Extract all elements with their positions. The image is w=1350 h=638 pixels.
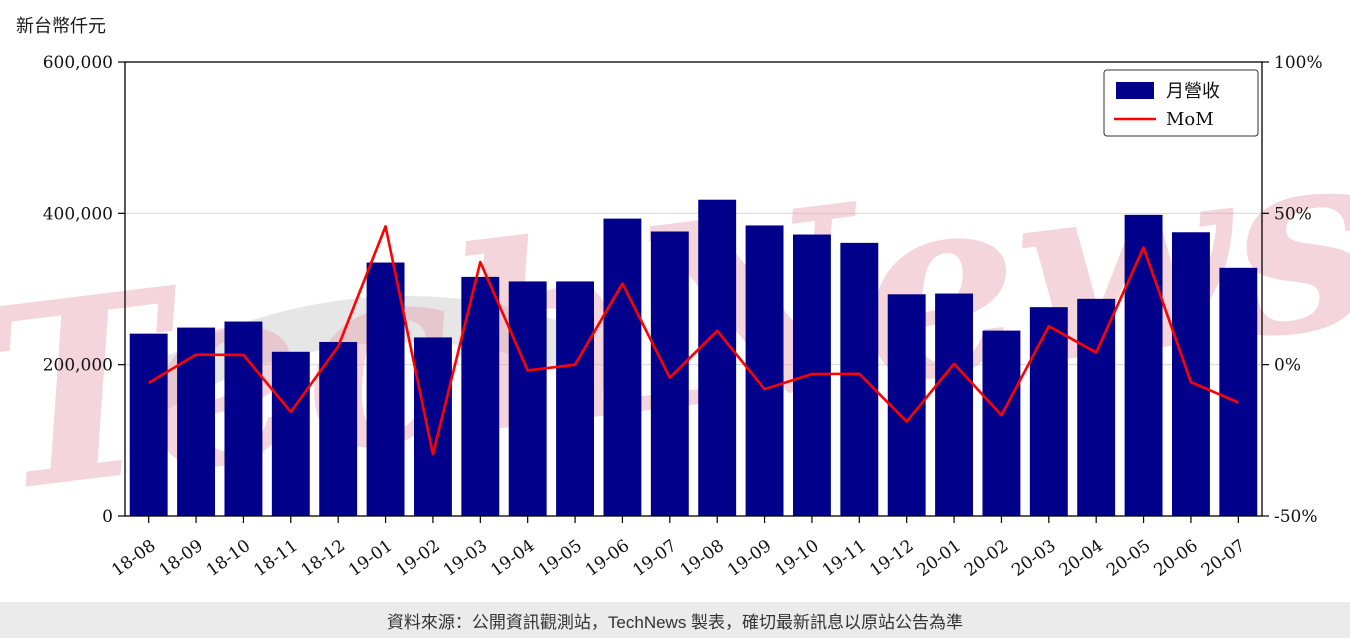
x-tick-label: 19-05	[535, 536, 586, 581]
x-tick-label: 19-10	[771, 536, 822, 581]
x-tick-label: 20-06	[1150, 536, 1201, 581]
y-axis-unit-label: 新台幣仟元	[16, 16, 106, 36]
x-tick-label: 19-01	[345, 536, 396, 581]
right-tick-label: 50%	[1274, 204, 1312, 224]
x-tick-label: 19-03	[440, 536, 491, 581]
left-tick-label: 600,000	[43, 53, 113, 73]
plot-border	[124, 61, 1263, 517]
left-tick-label: 400,000	[43, 204, 113, 224]
bar-19-04	[508, 281, 547, 516]
revenue-bars	[129, 199, 1258, 517]
x-tick-label: 19-09	[724, 536, 775, 581]
right-tick-label: 0%	[1274, 356, 1301, 376]
bar-19-05	[556, 281, 595, 516]
bar-18-08	[129, 333, 168, 516]
left-tick-label: 0	[102, 507, 113, 527]
left-tick-label: 200,000	[43, 356, 113, 376]
bar-19-02	[413, 337, 452, 516]
bar-19-06	[603, 218, 642, 516]
legend: 月營收 MoM	[1103, 69, 1259, 137]
bar-20-04	[1077, 298, 1116, 516]
bar-19-01	[366, 262, 405, 516]
bar-18-12	[319, 341, 358, 516]
x-tick-label: 18-08	[108, 536, 159, 581]
bar-19-08	[698, 199, 737, 517]
bar-18-09	[177, 327, 216, 516]
x-tick-label: 20-04	[1056, 536, 1107, 581]
right-tick-label: -50%	[1274, 507, 1318, 527]
bar-20-03	[1029, 307, 1068, 516]
bar-20-01	[935, 293, 974, 516]
x-tick-label: 20-01	[914, 536, 965, 581]
x-tick-label: 20-02	[961, 536, 1012, 581]
x-tick-label: 19-06	[582, 536, 633, 581]
x-tick-label: 20-07	[1198, 536, 1249, 581]
bar-19-11	[840, 242, 879, 517]
legend-line-label: MoM	[1166, 109, 1214, 130]
x-tick-label: 19-11	[819, 536, 870, 581]
legend-bar-swatch	[1116, 82, 1154, 99]
bar-18-11	[271, 351, 310, 516]
bar-19-09	[745, 225, 784, 516]
x-tick-label: 19-08	[677, 536, 728, 581]
x-tick-label: 18-11	[250, 536, 301, 581]
bar-20-02	[982, 330, 1021, 516]
source-text: 資料來源：公開資訊觀測站，TechNews 製表，確切最新訊息以原站公告為準	[386, 612, 964, 632]
bar-18-10	[224, 321, 263, 516]
plot-area	[125, 62, 1262, 516]
bar-20-06	[1171, 232, 1210, 516]
bar-20-07	[1219, 267, 1258, 516]
x-tick-label: 19-12	[866, 536, 917, 581]
x-tick-label: 19-02	[392, 536, 443, 581]
x-tick-label: 19-04	[487, 536, 538, 581]
legend-bar-label: 月營收	[1166, 81, 1220, 102]
x-tick-label: 18-09	[156, 536, 207, 581]
x-tick-label: 20-05	[1103, 536, 1154, 581]
x-tick-label: 20-03	[1008, 536, 1059, 581]
gridlines	[125, 212, 1262, 366]
bar-19-07	[650, 231, 689, 516]
mom-line	[148, 225, 1239, 456]
x-tick-label: 18-12	[298, 536, 349, 581]
source-footer: 資料來源：公開資訊觀測站，TechNews 製表，確切最新訊息以原站公告為準	[0, 602, 1350, 638]
bar-20-05	[1124, 214, 1163, 516]
x-tick-label: 19-07	[629, 536, 680, 581]
right-tick-label: 100%	[1274, 53, 1323, 73]
revenue-mom-chart: TechNews0200,000400,000600,000-50%0%50%1…	[0, 53, 1350, 581]
x-tick-label: 18-10	[203, 536, 254, 581]
